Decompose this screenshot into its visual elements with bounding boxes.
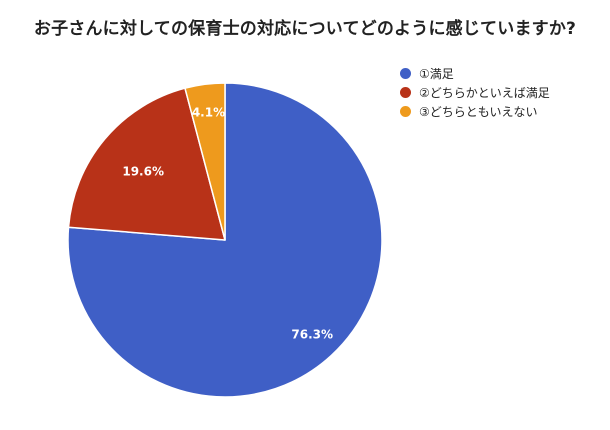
pie-slice-3 [184,82,226,241]
legend-item-3: ③どちらともいえない [400,102,550,121]
legend-swatch-icon [400,87,411,98]
slice-value-label-2: 19.6% [122,164,164,178]
legend: ①満足 ②どちらかといえば満足 ③どちらともいえない [400,64,550,121]
legend-item-2: ②どちらかといえば満足 [400,83,550,102]
chart-title: お子さんに対しての保育士の対応についてどのように感じていますか? [33,19,577,39]
slice-value-label-1: 76.3% [291,328,333,342]
legend-swatch-icon [400,68,411,79]
legend-swatch-icon [400,106,411,117]
legend-label: ②どちらかといえば満足 [419,86,550,100]
legend-item-1: ①満足 [400,64,550,83]
legend-label: ①満足 [419,67,454,81]
legend-label: ③どちらともいえない [419,105,538,119]
pie-slice-2 [67,87,226,241]
slice-value-label-3: 4.1% [192,105,225,119]
